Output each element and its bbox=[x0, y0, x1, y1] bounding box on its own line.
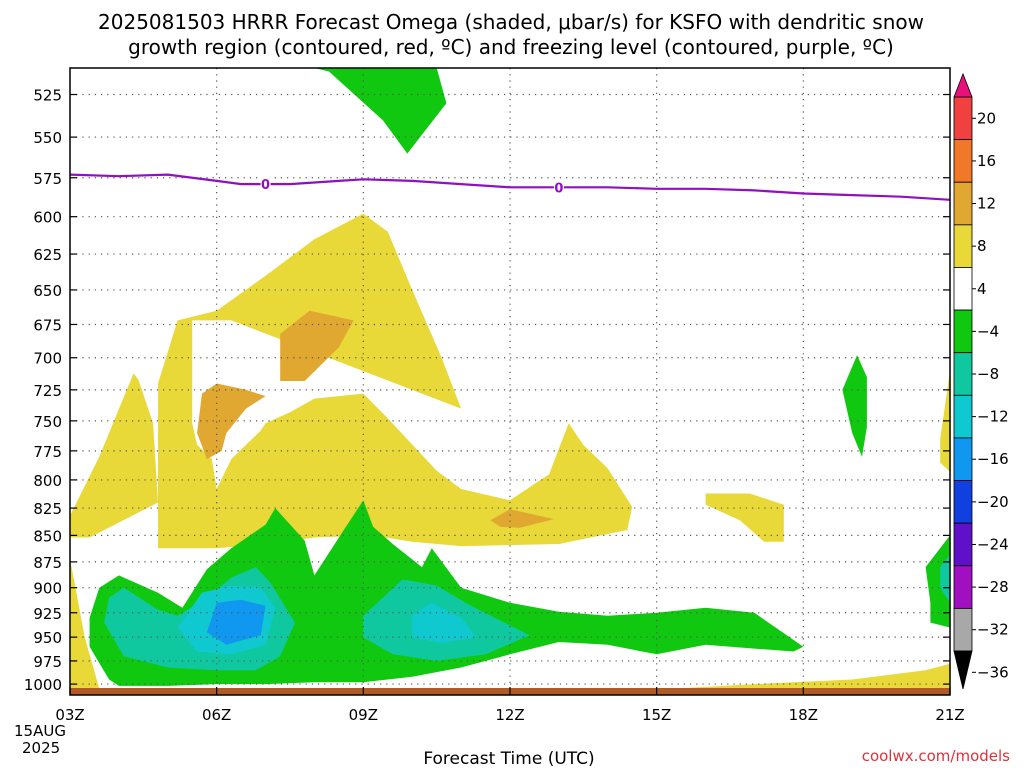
x-tick-label: 15Z bbox=[642, 706, 671, 724]
colorbar-swatch bbox=[953, 352, 973, 396]
y-tick-label: 900 bbox=[33, 580, 62, 598]
colorbar-bottom-arrow bbox=[953, 650, 973, 690]
freezing-level-line bbox=[70, 173, 950, 201]
omega-region-2 bbox=[705, 493, 784, 542]
colorbar-swatch bbox=[953, 565, 973, 609]
omega-region-15 bbox=[940, 554, 950, 603]
x-axis-date-line-2: 2025 bbox=[22, 739, 60, 757]
omega-region-12 bbox=[925, 535, 950, 628]
omega-region-18 bbox=[206, 599, 266, 645]
omega-region-9 bbox=[314, 68, 447, 154]
x-tick-label: 03Z bbox=[55, 706, 84, 724]
chart-title-line-1: 2025081503 HRRR Forecast Omega (shaded, … bbox=[98, 10, 924, 34]
colorbar-swatch bbox=[953, 437, 973, 481]
y-tick-label: 650 bbox=[33, 282, 62, 300]
y-tick-label: 625 bbox=[33, 246, 62, 264]
colorbar-swatch bbox=[953, 267, 973, 311]
y-tick-label: 525 bbox=[33, 87, 62, 105]
omega-region-7 bbox=[280, 310, 354, 381]
y-tick-label: 1000 bbox=[24, 676, 62, 694]
freezing-level-label-bg bbox=[553, 180, 564, 195]
omega-colorbar: 20 16 12 8 4 −4 −8 −12 −16 −20 −24 −28 −32 −36 bbox=[953, 72, 1009, 690]
x-tick-label: 09Z bbox=[349, 706, 378, 724]
omega-region-8 bbox=[490, 509, 554, 528]
y-tick-label: 825 bbox=[33, 500, 62, 518]
omega-region-17 bbox=[412, 602, 476, 643]
colorbar-swatch bbox=[953, 224, 973, 268]
x-axis-time-ticks: 03Z 06Z 09Z 12Z 15Z 18Z 21Z bbox=[55, 687, 965, 724]
colorbar-label: 16 bbox=[977, 152, 996, 170]
colorbar-top-arrow bbox=[953, 72, 973, 98]
x-axis-date-line-1: 15AUG bbox=[14, 722, 66, 740]
freezing-level-label: 0 bbox=[261, 178, 270, 193]
y-tick-label: 725 bbox=[33, 382, 62, 400]
colorbar-label: 12 bbox=[977, 195, 996, 213]
colorbar-label: 8 bbox=[977, 237, 987, 255]
colorbar-swatch bbox=[953, 309, 973, 354]
y-tick-label: 600 bbox=[33, 209, 62, 227]
colorbar-label: 4 bbox=[977, 280, 987, 298]
colorbar-label: −32 bbox=[977, 621, 1009, 639]
colorbar-swatch bbox=[953, 181, 973, 226]
y-tick-label: 750 bbox=[33, 413, 62, 431]
y-tick-label: 800 bbox=[33, 472, 62, 490]
colorbar-swatch bbox=[953, 394, 973, 439]
y-tick-label: 875 bbox=[33, 554, 62, 572]
y-tick-label: 850 bbox=[33, 527, 62, 545]
y-tick-label: 550 bbox=[33, 129, 62, 147]
colorbar-label: −4 bbox=[977, 322, 999, 340]
omega-region-0 bbox=[70, 373, 158, 538]
y-tick-label: 975 bbox=[33, 653, 62, 671]
omega-region-4 bbox=[656, 663, 950, 694]
colorbar-label: −24 bbox=[977, 535, 1009, 553]
x-tick-label: 21Z bbox=[935, 706, 964, 724]
colorbar-label: −12 bbox=[977, 408, 1009, 426]
y-tick-label: 775 bbox=[33, 443, 62, 461]
colorbar-label: 20 bbox=[977, 109, 996, 127]
colorbar-swatch bbox=[953, 607, 973, 652]
colorbar-swatch bbox=[953, 96, 973, 141]
colorbar-label: −8 bbox=[977, 365, 999, 383]
omega-region-5 bbox=[70, 558, 100, 692]
colorbar-label: −20 bbox=[977, 493, 1009, 511]
colorbar-swatch bbox=[953, 139, 973, 183]
colorbar-swatch bbox=[953, 522, 973, 567]
colorbar-label: −16 bbox=[977, 450, 1009, 468]
y-axis-pressure-ticks: 525 550 575 600 625 650 675 700 725 750 775 800 825 8… bbox=[24, 87, 950, 694]
colorbar-swatch bbox=[953, 480, 973, 524]
colorbar-label: −28 bbox=[977, 578, 1009, 596]
omega-region-1 bbox=[158, 213, 633, 549]
y-tick-label: 950 bbox=[33, 629, 62, 647]
colorbar-label: −36 bbox=[977, 663, 1009, 681]
chart-title-line-2: growth region (contoured, red, ºC) and f… bbox=[128, 35, 894, 59]
freezing-level-label-bg bbox=[260, 177, 271, 192]
omega-region-10 bbox=[842, 355, 867, 457]
x-tick-label: 06Z bbox=[202, 706, 231, 724]
freezing-level-label: 0 bbox=[554, 181, 563, 196]
y-tick-label: 700 bbox=[33, 350, 62, 368]
x-tick-label: 12Z bbox=[495, 706, 524, 724]
credit-text: coolwx.com/models bbox=[862, 747, 1010, 765]
y-tick-label: 675 bbox=[33, 316, 62, 334]
y-tick-label: 575 bbox=[33, 170, 62, 188]
x-tick-label: 18Z bbox=[789, 706, 818, 724]
x-axis-label: Forecast Time (UTC) bbox=[423, 749, 594, 768]
omega-shaded-regions bbox=[70, 68, 950, 694]
y-tick-label: 925 bbox=[33, 605, 62, 623]
